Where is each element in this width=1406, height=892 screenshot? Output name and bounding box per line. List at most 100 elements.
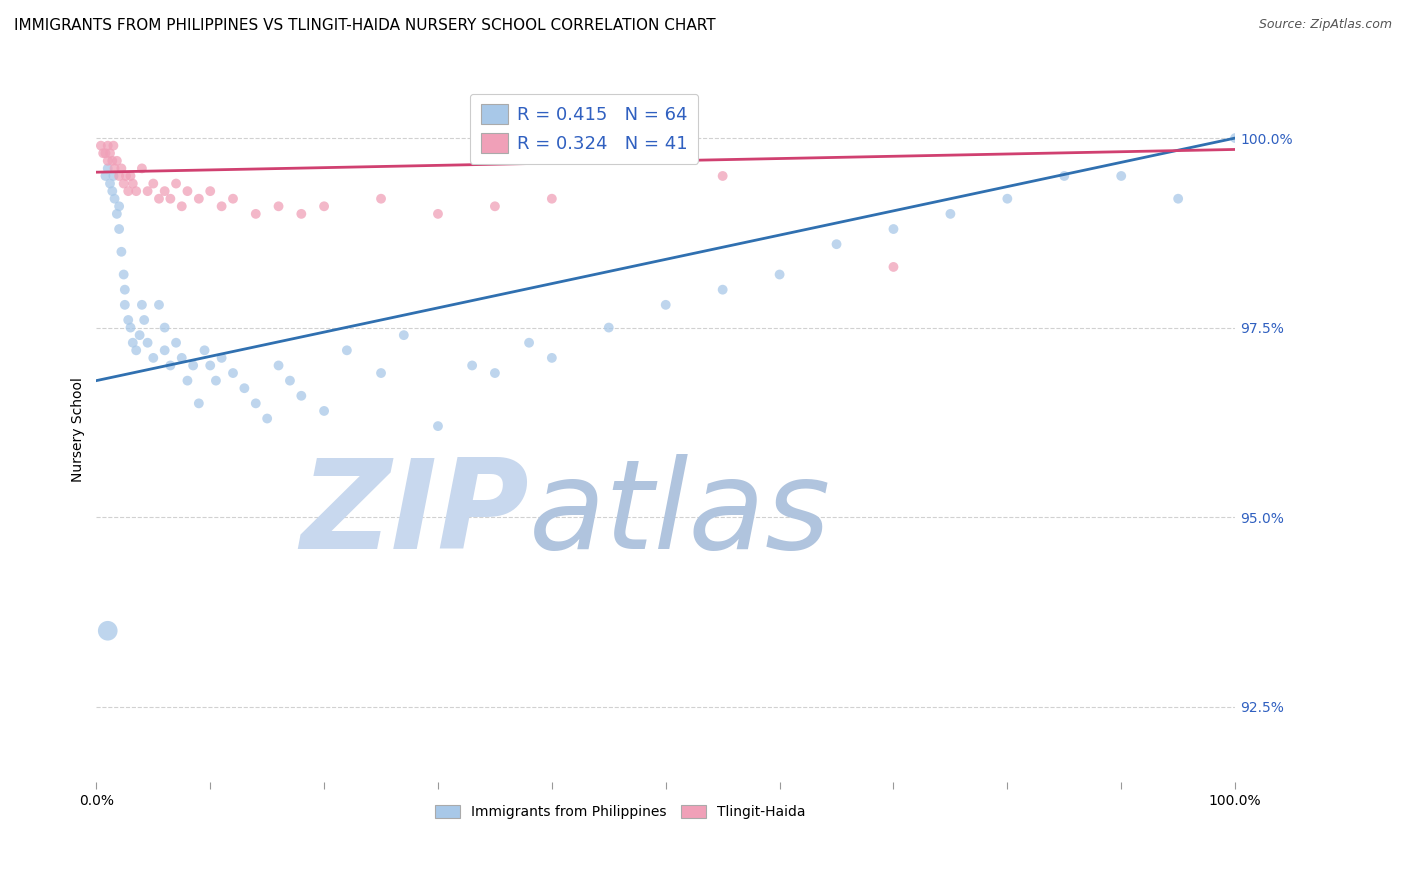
Point: [103, 138, 125, 153]
Point: [211, 199, 233, 213]
Point: [108, 199, 131, 213]
Point: [461, 359, 484, 373]
Point: [134, 313, 156, 327]
Point: [170, 351, 193, 365]
Point: [170, 199, 193, 213]
Point: [97, 624, 120, 638]
Point: [187, 192, 209, 206]
Point: [711, 283, 734, 297]
Point: [540, 192, 562, 206]
Point: [176, 184, 198, 198]
Point: [768, 268, 790, 282]
Point: [267, 359, 290, 373]
Point: [159, 192, 181, 206]
Point: [222, 366, 245, 380]
Text: ZIP: ZIP: [301, 454, 529, 575]
Point: [128, 328, 150, 343]
Point: [94, 169, 117, 183]
Point: [598, 320, 620, 334]
Point: [278, 374, 301, 388]
Point: [101, 184, 124, 198]
Point: [103, 192, 125, 206]
Point: [882, 222, 904, 236]
Point: [540, 351, 562, 365]
Point: [105, 207, 128, 221]
Point: [120, 169, 142, 183]
Point: [120, 320, 142, 334]
Point: [193, 343, 215, 358]
Point: [125, 343, 148, 358]
Point: [103, 169, 125, 183]
Point: [142, 177, 165, 191]
Point: [233, 381, 256, 395]
Point: [314, 404, 336, 418]
Point: [205, 374, 228, 388]
Point: [97, 138, 120, 153]
Legend: Immigrants from Philippines, Tlingit-Haida: Immigrants from Philippines, Tlingit-Hai…: [430, 799, 811, 825]
Point: [153, 343, 176, 358]
Point: [108, 222, 131, 236]
Point: [131, 161, 153, 176]
Point: [153, 184, 176, 198]
Point: [114, 283, 136, 297]
Point: [256, 411, 278, 425]
Point: [995, 192, 1018, 206]
Point: [1167, 192, 1189, 206]
Point: [121, 335, 143, 350]
Point: [1053, 169, 1076, 183]
Point: [222, 192, 245, 206]
Point: [148, 298, 170, 312]
Point: [91, 146, 114, 161]
Point: [290, 389, 312, 403]
Point: [427, 207, 450, 221]
Point: [200, 359, 222, 373]
Point: [165, 177, 187, 191]
Point: [98, 177, 121, 191]
Point: [153, 320, 176, 334]
Point: [825, 237, 848, 252]
Point: [1223, 131, 1246, 145]
Point: [110, 244, 132, 259]
Point: [112, 177, 135, 191]
Point: [711, 169, 734, 183]
Point: [187, 396, 209, 410]
Point: [1109, 169, 1132, 183]
Point: [148, 192, 170, 206]
Point: [882, 260, 904, 274]
Point: [484, 366, 506, 380]
Point: [654, 298, 676, 312]
Point: [117, 184, 139, 198]
Point: [200, 184, 222, 198]
Point: [159, 359, 181, 373]
Point: [245, 207, 267, 221]
Point: [115, 169, 138, 183]
Point: [94, 146, 117, 161]
Text: Source: ZipAtlas.com: Source: ZipAtlas.com: [1258, 18, 1392, 31]
Text: IMMIGRANTS FROM PHILIPPINES VS TLINGIT-HAIDA NURSERY SCHOOL CORRELATION CHART: IMMIGRANTS FROM PHILIPPINES VS TLINGIT-H…: [14, 18, 716, 33]
Point: [165, 335, 187, 350]
Point: [370, 366, 392, 380]
Text: atlas: atlas: [529, 454, 831, 575]
Y-axis label: Nursery School: Nursery School: [72, 377, 86, 483]
Point: [176, 374, 198, 388]
Point: [245, 396, 267, 410]
Point: [101, 153, 124, 168]
Point: [131, 298, 153, 312]
Point: [90, 138, 112, 153]
Point: [290, 207, 312, 221]
Point: [427, 419, 450, 434]
Point: [211, 351, 233, 365]
Point: [136, 184, 159, 198]
Point: [98, 146, 121, 161]
Point: [125, 184, 148, 198]
Point: [392, 328, 415, 343]
Point: [105, 153, 128, 168]
Point: [112, 268, 135, 282]
Point: [97, 161, 120, 176]
Point: [181, 359, 204, 373]
Point: [314, 199, 336, 213]
Point: [939, 207, 962, 221]
Point: [484, 199, 506, 213]
Point: [370, 192, 392, 206]
Point: [110, 161, 132, 176]
